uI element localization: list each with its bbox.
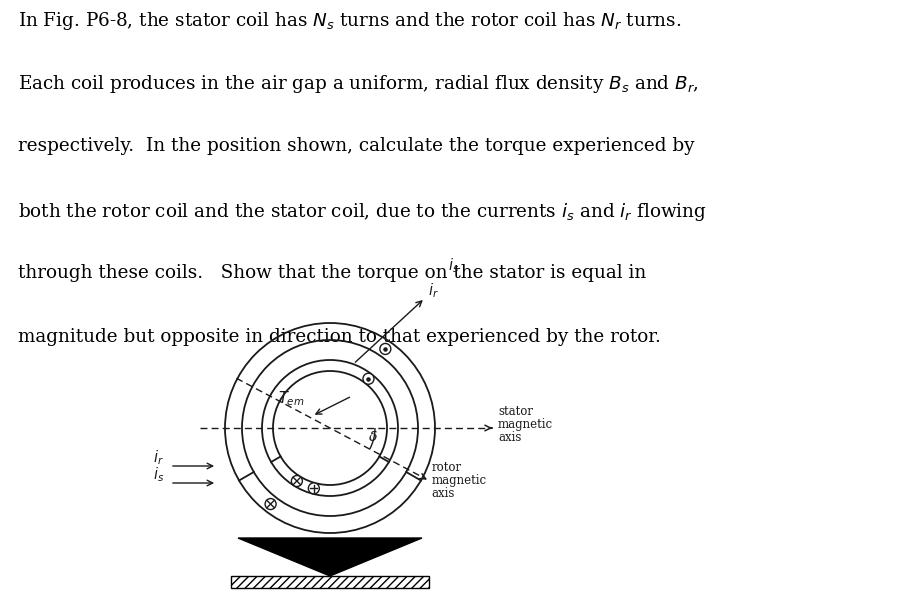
Circle shape	[292, 476, 302, 487]
Text: $i_s$: $i_s$	[153, 465, 164, 484]
Circle shape	[266, 499, 276, 510]
Text: magnetic: magnetic	[431, 474, 487, 487]
Text: through these coils.   Show that the torque on the stator is equal in: through these coils. Show that the torqu…	[18, 264, 646, 283]
Text: $i_s$: $i_s$	[448, 256, 459, 275]
Circle shape	[363, 373, 374, 384]
Text: both the rotor coil and the stator coil, due to the currents $i_s$ and $i_r$ flo: both the rotor coil and the stator coil,…	[18, 201, 707, 222]
Text: magnetic: magnetic	[498, 418, 553, 431]
Text: $T_{em}$: $T_{em}$	[278, 389, 304, 408]
Text: $i_r$: $i_r$	[153, 448, 164, 467]
Text: $\delta$: $\delta$	[368, 430, 378, 444]
Text: magnitude but opposite in direction to that experienced by the rotor.: magnitude but opposite in direction to t…	[18, 328, 661, 346]
Text: Each coil produces in the air gap a uniform, radial flux density $B_s$ and $B_r$: Each coil produces in the air gap a unif…	[18, 73, 699, 95]
Bar	[231, 576, 429, 588]
Text: respectively.  In the position shown, calculate the torque experienced by: respectively. In the position shown, cal…	[18, 137, 694, 155]
Text: In Fig. P6-8, the stator coil has $N_s$ turns and the rotor coil has $N_r$ turns: In Fig. P6-8, the stator coil has $N_s$ …	[18, 9, 682, 31]
Text: stator: stator	[498, 405, 533, 418]
Polygon shape	[238, 538, 422, 576]
Circle shape	[309, 483, 319, 494]
Text: axis: axis	[431, 487, 455, 500]
Circle shape	[379, 343, 391, 355]
Text: $i_r$: $i_r$	[428, 281, 439, 300]
Text: rotor: rotor	[431, 461, 462, 474]
Text: axis: axis	[498, 431, 521, 444]
